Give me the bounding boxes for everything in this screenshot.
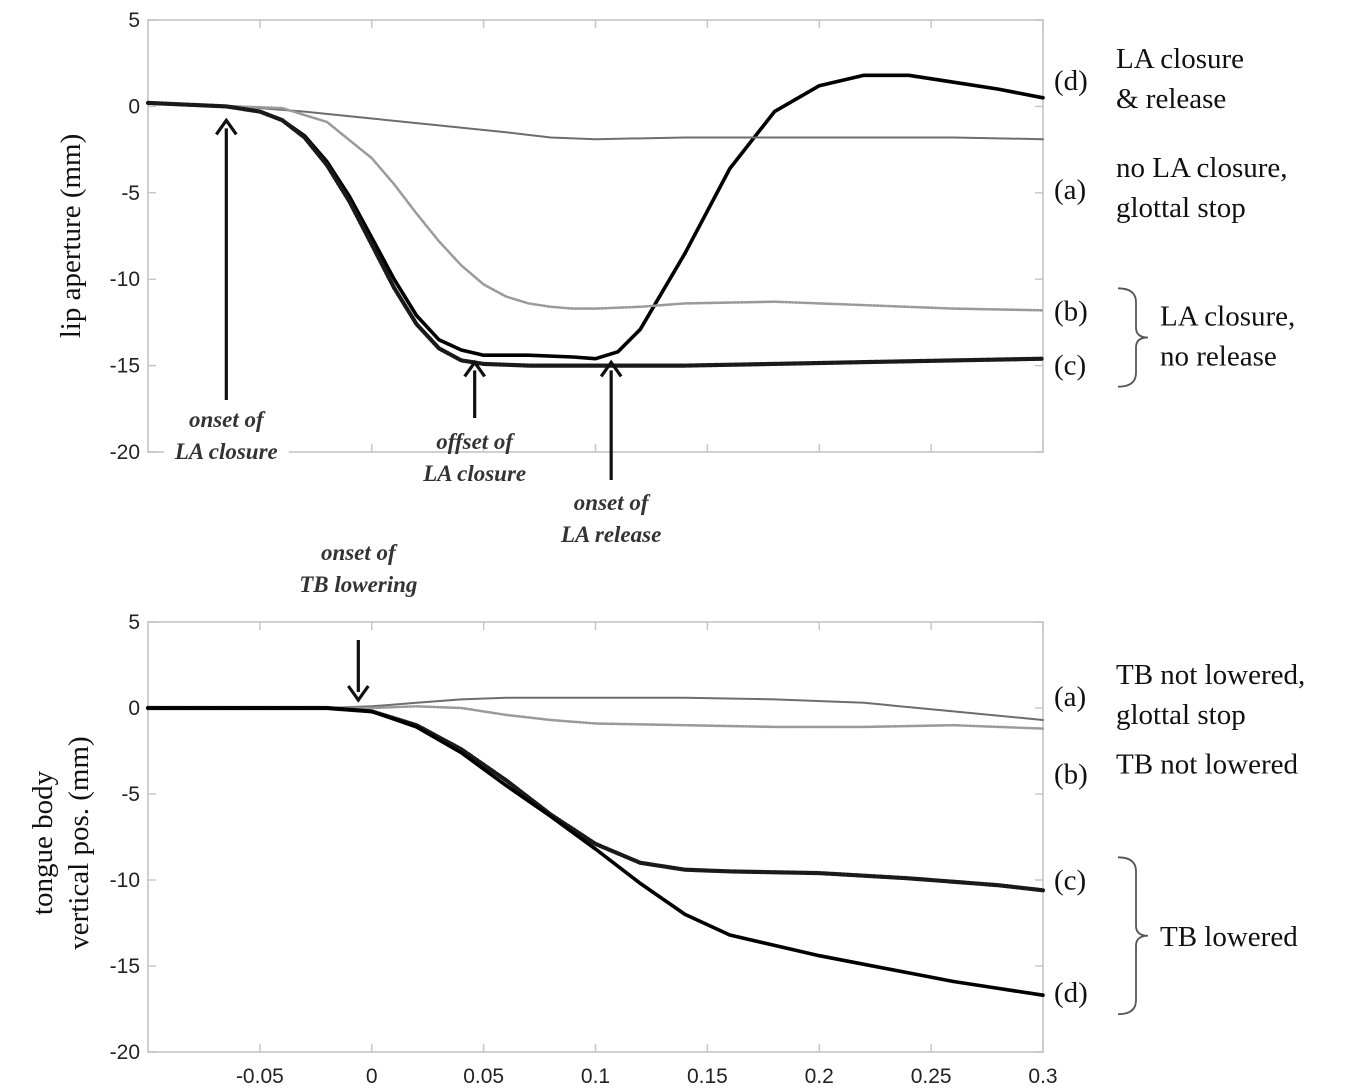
x-tick-label: -0.05: [236, 1065, 284, 1088]
side-label-tag: (b): [1054, 295, 1088, 327]
y-tick-label: -15: [110, 955, 140, 978]
side-label-tag: (b): [1054, 759, 1088, 791]
annotation-text: LA closure: [422, 461, 526, 486]
side-label-tag: (c): [1054, 350, 1086, 382]
y-tick-label: 0: [128, 95, 140, 118]
y-tick-label: 0: [128, 697, 140, 720]
x-tick-label: 0.2: [805, 1065, 834, 1088]
series-line-b: [146, 101, 1045, 312]
x-tick-label: 0.3: [1028, 1065, 1057, 1088]
annotation-arrow-head: [347, 685, 370, 703]
y-tick-label: 5: [128, 9, 140, 32]
x-tick-label: 0.15: [687, 1065, 728, 1088]
annotation-arrow-head: [215, 117, 238, 136]
annotation-text: offset of: [436, 429, 515, 454]
side-label-text: & release: [1116, 83, 1226, 115]
y-tick-label: -15: [110, 355, 140, 378]
x-tick-label: 0.05: [463, 1065, 504, 1088]
y-axis-label: vertical pos. (mm): [63, 736, 95, 949]
annotation-bg: [163, 435, 289, 465]
annotation-bg: [412, 457, 538, 487]
y-tick-label: -10: [110, 869, 140, 892]
y-axis-label: tongue body: [27, 770, 59, 915]
side-label-text: no LA closure,: [1116, 152, 1288, 184]
plot-frame: [147, 19, 1044, 453]
side-label-text: TB not lowered: [1116, 749, 1299, 781]
y-tick-label: 5: [128, 611, 140, 634]
side-label-tag: (d): [1054, 65, 1088, 97]
annotation-text: onset of: [321, 540, 398, 565]
side-label-tag: (a): [1054, 174, 1086, 206]
annotation-text: onset of: [189, 407, 266, 432]
group-label: no release: [1160, 340, 1277, 372]
side-label-text: LA closure: [1116, 43, 1244, 75]
side-label-text: glottal stop: [1116, 699, 1246, 731]
group-brace: [1117, 856, 1149, 1016]
side-label-tag: (a): [1054, 681, 1086, 713]
side-label-text: TB not lowered,: [1116, 659, 1305, 691]
series-line-d: [146, 73, 1045, 361]
series-line-c: [145, 100, 1046, 368]
y-tick-label: -20: [110, 441, 140, 464]
series-line-c: [145, 705, 1046, 893]
side-label-text: glottal stop: [1116, 192, 1246, 224]
annotation-bg: [548, 518, 674, 548]
series-line-a: [147, 101, 1044, 141]
annotation-text: TB lowering: [299, 572, 417, 597]
annotation-arrow-head: [463, 359, 486, 378]
chart-panel-1: -20 -15 -10 -5 0 5 lip aperture (mm) (d) LA clos…: [55, 9, 1295, 548]
side-label-tag: (d): [1054, 977, 1088, 1009]
plot-frame: [147, 621, 1044, 1053]
annotation-text: LA release: [560, 522, 661, 547]
y-tick-label: -5: [121, 182, 140, 205]
y-axis-label: lip aperture (mm): [55, 134, 87, 339]
annotation-text: LA closure: [174, 439, 278, 464]
y-tick-label: -10: [110, 268, 140, 291]
series-line-b: [146, 704, 1045, 730]
group-brace: [1117, 287, 1149, 388]
series-line-d: [146, 706, 1045, 998]
x-tick-label: 0.25: [911, 1065, 952, 1088]
group-label: TB lowered: [1160, 921, 1298, 953]
group-label: LA closure,: [1160, 300, 1295, 332]
y-tick-label: -5: [121, 783, 140, 806]
annotation-arrow-head: [599, 359, 623, 378]
series-line-a: [147, 696, 1044, 721]
x-tick-label: 0.1: [581, 1065, 610, 1088]
side-label-tag: (c): [1054, 864, 1086, 896]
chart-panel-2: -20 -15 -10 -5 0 5 -0.05 0 0.05 0.1 0.15 0.2 0.25 0.3…: [27, 540, 1305, 1088]
annotation-text: onset of: [574, 490, 651, 515]
y-tick-label: -20: [110, 1041, 140, 1064]
x-tick-label: 0: [366, 1065, 378, 1088]
